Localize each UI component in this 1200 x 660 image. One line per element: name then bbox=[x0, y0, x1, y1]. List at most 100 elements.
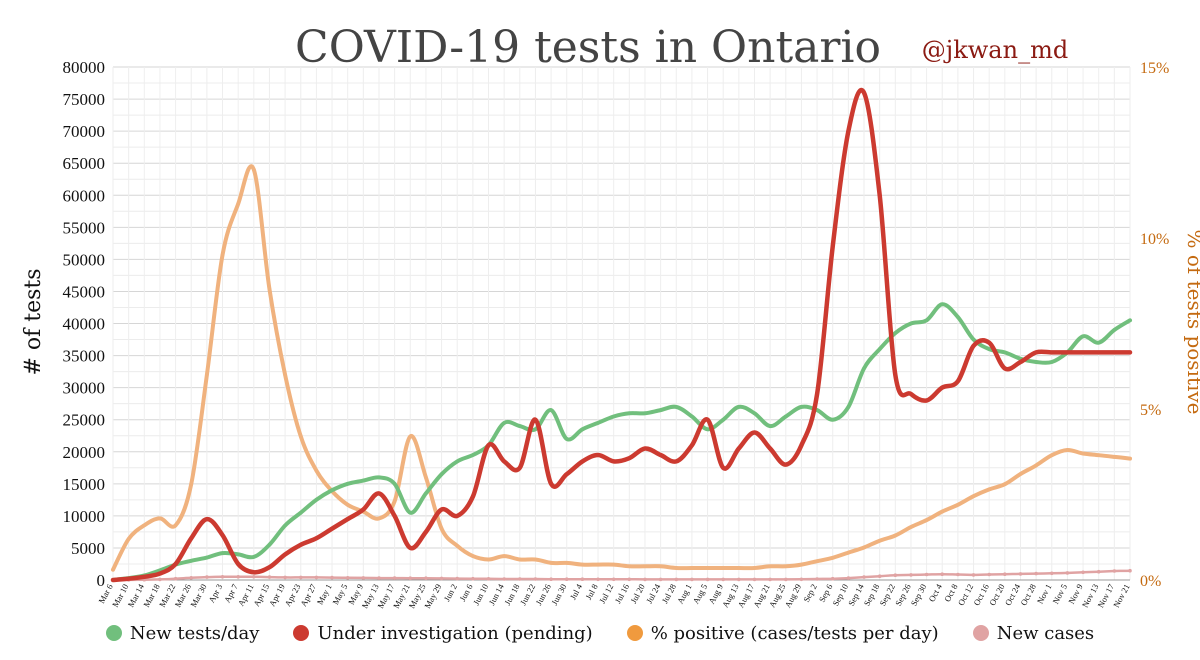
data-point-under-investigation-pending bbox=[377, 491, 381, 496]
data-point-new-cases bbox=[518, 577, 522, 581]
data-point-new-cases bbox=[877, 574, 882, 578]
legend-label-percent-positive: % positive (cases/tests per day) bbox=[650, 622, 939, 644]
x-tick-label: Apr 27 bbox=[298, 582, 318, 608]
data-point-positive-cases-tests-per-day bbox=[737, 566, 741, 570]
data-point-under-investigation-pending bbox=[173, 562, 178, 566]
data-point-new-cases bbox=[158, 577, 162, 582]
data-point-under-investigation-pending bbox=[439, 507, 444, 512]
data-point-under-investigation-pending bbox=[299, 542, 303, 547]
data-point-new-cases bbox=[1003, 572, 1007, 576]
data-point-new-cases bbox=[252, 575, 256, 579]
data-point-new-cases bbox=[815, 577, 819, 581]
data-point-positive-cases-tests-per-day bbox=[1128, 456, 1132, 461]
data-point-new-cases bbox=[330, 575, 334, 580]
x-tick-label: Apr 3 bbox=[206, 582, 224, 604]
y-tick-label: 45000 bbox=[63, 282, 106, 301]
data-point-under-investigation-pending bbox=[252, 570, 256, 575]
data-point-under-investigation-pending bbox=[549, 482, 553, 486]
data-point-under-investigation-pending bbox=[236, 562, 240, 566]
data-point-new-cases bbox=[283, 575, 287, 580]
data-point-under-investigation-pending bbox=[611, 459, 616, 464]
data-point-new-tests-day bbox=[956, 315, 960, 319]
data-point-new-tests-day bbox=[361, 478, 366, 483]
data-point-new-tests-day bbox=[533, 427, 538, 432]
data-point-new-tests-day bbox=[330, 488, 334, 493]
data-point-new-cases bbox=[893, 573, 898, 577]
data-point-new-cases bbox=[658, 577, 663, 582]
data-point-under-investigation-pending bbox=[658, 453, 663, 457]
data-point-under-investigation-pending bbox=[721, 466, 725, 470]
data-point-new-cases bbox=[502, 577, 507, 581]
data-point-new-tests-day bbox=[862, 366, 866, 371]
data-point-new-cases bbox=[1018, 572, 1023, 576]
data-point-positive-cases-tests-per-day bbox=[439, 526, 444, 531]
y-tick-label: 65000 bbox=[63, 154, 106, 173]
data-point-under-investigation-pending bbox=[142, 575, 147, 579]
data-point-new-tests-day bbox=[643, 411, 647, 416]
y-axis-ticks: 0 5000 10000 15000 20000 25000 30000 35000 40000… bbox=[63, 58, 106, 590]
y-tick-label: 10000 bbox=[63, 507, 106, 526]
y-tick-label: 0 bbox=[97, 571, 106, 590]
data-point-new-cases bbox=[361, 576, 366, 580]
data-point-positive-cases-tests-per-day bbox=[158, 516, 162, 521]
x-tick-label: Oct 28 bbox=[1018, 582, 1038, 607]
data-point-positive-cases-tests-per-day bbox=[345, 503, 350, 507]
data-point-new-tests-day bbox=[940, 302, 944, 307]
data-point-new-cases bbox=[455, 576, 460, 581]
data-point-under-investigation-pending bbox=[690, 443, 694, 448]
data-point-positive-cases-tests-per-day bbox=[830, 556, 835, 560]
data-point-new-cases bbox=[721, 577, 725, 582]
data-point-new-tests-day bbox=[799, 405, 804, 409]
data-point-positive-cases-tests-per-day bbox=[486, 557, 491, 562]
y2-axis-label: % of tests positive bbox=[1183, 229, 1200, 414]
data-point-positive-cases-tests-per-day bbox=[173, 523, 178, 528]
y2-tick-label: 15% bbox=[1140, 60, 1169, 77]
data-point-under-investigation-pending bbox=[940, 385, 944, 390]
data-point-under-investigation-pending bbox=[189, 536, 193, 541]
data-point-new-tests-day bbox=[502, 421, 507, 425]
data-point-under-investigation-pending bbox=[1096, 350, 1101, 355]
data-point-under-investigation-pending bbox=[799, 443, 804, 448]
data-point-positive-cases-tests-per-day bbox=[784, 564, 788, 569]
data-point-new-cases bbox=[189, 576, 193, 580]
data-point-positive-cases-tests-per-day bbox=[377, 516, 381, 521]
data-point-positive-cases-tests-per-day bbox=[299, 434, 303, 439]
data-point-positive-cases-tests-per-day bbox=[533, 557, 538, 562]
data-point-new-cases bbox=[924, 572, 929, 577]
y-tick-label: 75000 bbox=[63, 90, 106, 109]
data-point-positive-cases-tests-per-day bbox=[1112, 455, 1117, 459]
data-point-new-cases bbox=[533, 577, 538, 581]
data-point-new-tests-day bbox=[314, 498, 319, 502]
data-point-new-tests-day bbox=[392, 482, 397, 486]
data-point-new-cases bbox=[784, 577, 788, 582]
data-point-new-tests-day bbox=[1096, 340, 1101, 345]
data-point-new-tests-day bbox=[580, 427, 585, 432]
data-point-new-tests-day bbox=[768, 424, 772, 428]
data-point-positive-cases-tests-per-day bbox=[799, 562, 804, 567]
data-point-positive-cases-tests-per-day bbox=[220, 253, 225, 257]
data-point-new-cases bbox=[173, 576, 178, 581]
y-tick-label: 80000 bbox=[63, 58, 106, 77]
data-point-new-cases bbox=[705, 577, 710, 582]
legend-item-under-investigation: Under investigation (pending) bbox=[293, 623, 593, 644]
data-point-positive-cases-tests-per-day bbox=[236, 202, 240, 206]
data-point-new-tests-day bbox=[924, 318, 929, 323]
data-point-under-investigation-pending bbox=[893, 373, 898, 377]
data-point-under-investigation-pending bbox=[158, 571, 162, 576]
y-tick-label: 40000 bbox=[63, 315, 106, 334]
data-point-new-cases bbox=[611, 577, 616, 582]
data-point-new-cases bbox=[392, 576, 397, 580]
data-point-new-tests-day bbox=[220, 551, 225, 555]
y-tick-label: 20000 bbox=[63, 443, 106, 462]
data-point-new-cases bbox=[236, 575, 240, 579]
grid bbox=[112, 66, 1131, 581]
data-point-new-tests-day bbox=[299, 510, 303, 515]
data-point-positive-cases-tests-per-day bbox=[1096, 453, 1101, 458]
data-point-new-cases bbox=[956, 572, 960, 577]
data-point-new-cases bbox=[345, 576, 350, 580]
data-point-positive-cases-tests-per-day bbox=[564, 561, 569, 565]
legend-swatch-new-cases bbox=[972, 625, 989, 641]
data-point-new-tests-day bbox=[627, 411, 632, 416]
data-point-new-tests-day bbox=[877, 347, 882, 351]
